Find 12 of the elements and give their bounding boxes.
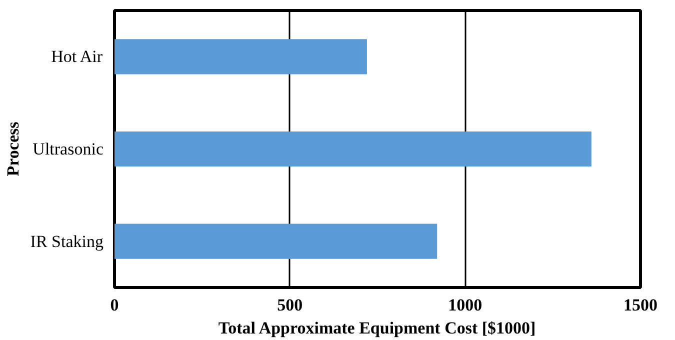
y-tick-label: Hot Air	[51, 47, 103, 66]
x-tick-label: 0	[110, 296, 119, 314]
y-tick-label: IR Staking	[30, 232, 104, 251]
bar	[114, 131, 592, 167]
bar	[114, 39, 367, 74]
y-axis-title: Process	[3, 121, 22, 176]
x-axis-title: Total Approximate Equipment Cost [$1000]	[218, 318, 536, 338]
x-tick-label: 1500	[624, 296, 658, 314]
x-tick-label: 500	[277, 296, 303, 314]
bar	[114, 224, 438, 259]
y-tick-label: Ultrasonic	[32, 140, 104, 158]
x-tick-label: 1000	[448, 296, 482, 314]
